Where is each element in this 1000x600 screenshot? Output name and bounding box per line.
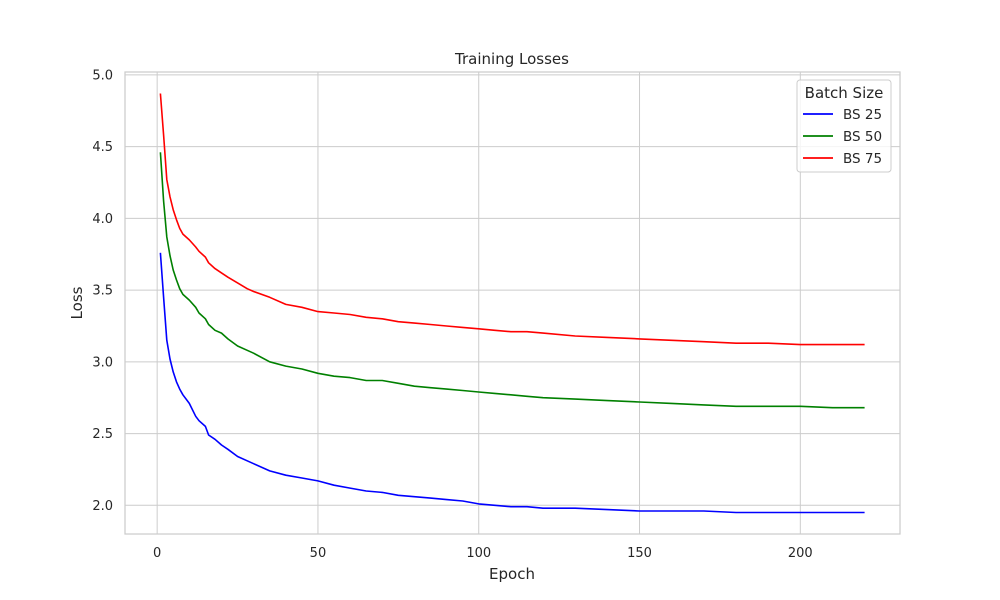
x-tick-label: 50: [310, 546, 327, 561]
gridlines: [125, 72, 900, 534]
x-tick-label: 200: [788, 546, 813, 561]
legend-label-bs-50: BS 50: [843, 129, 882, 145]
series-line-bs-50: [159, 152, 865, 409]
x-tick-labels: 0 50 100 150 200: [153, 546, 813, 561]
y-tick-labels: 2.0 2.5 3.0 3.5 4.0 4.5 5.0: [92, 68, 113, 513]
legend-title: Batch Size: [805, 84, 884, 102]
series-line-bs-25: [159, 252, 865, 514]
series-line-bs-75: [159, 93, 865, 346]
chart-title: Training Losses: [454, 50, 569, 68]
plot-area-background: [125, 72, 900, 534]
x-tick-label: 0: [153, 546, 161, 561]
y-tick-label: 4.0: [92, 212, 113, 227]
x-axis-label: Epoch: [489, 565, 535, 583]
series-lines: [159, 93, 865, 514]
legend-label-bs-75: BS 75: [843, 151, 882, 167]
x-tick-label: 100: [466, 546, 491, 561]
legend-label-bs-25: BS 25: [843, 107, 882, 123]
x-tick-label: 150: [627, 546, 652, 561]
y-tick-label: 5.0: [92, 68, 113, 83]
plot-frame: [124, 71, 901, 535]
y-tick-label: 3.0: [92, 355, 113, 370]
legend-box: [796, 79, 892, 173]
legend-entries: BS 25 BS 50 BS 75: [803, 107, 882, 167]
legend: Batch Size BS 25 BS 50 BS 75: [796, 79, 892, 173]
y-tick-label: 3.5: [92, 284, 113, 299]
y-tick-label: 2.5: [92, 427, 113, 442]
y-tick-label: 4.5: [92, 140, 113, 155]
y-axis-label: Loss: [68, 286, 86, 319]
y-tick-label: 2.0: [92, 499, 113, 514]
